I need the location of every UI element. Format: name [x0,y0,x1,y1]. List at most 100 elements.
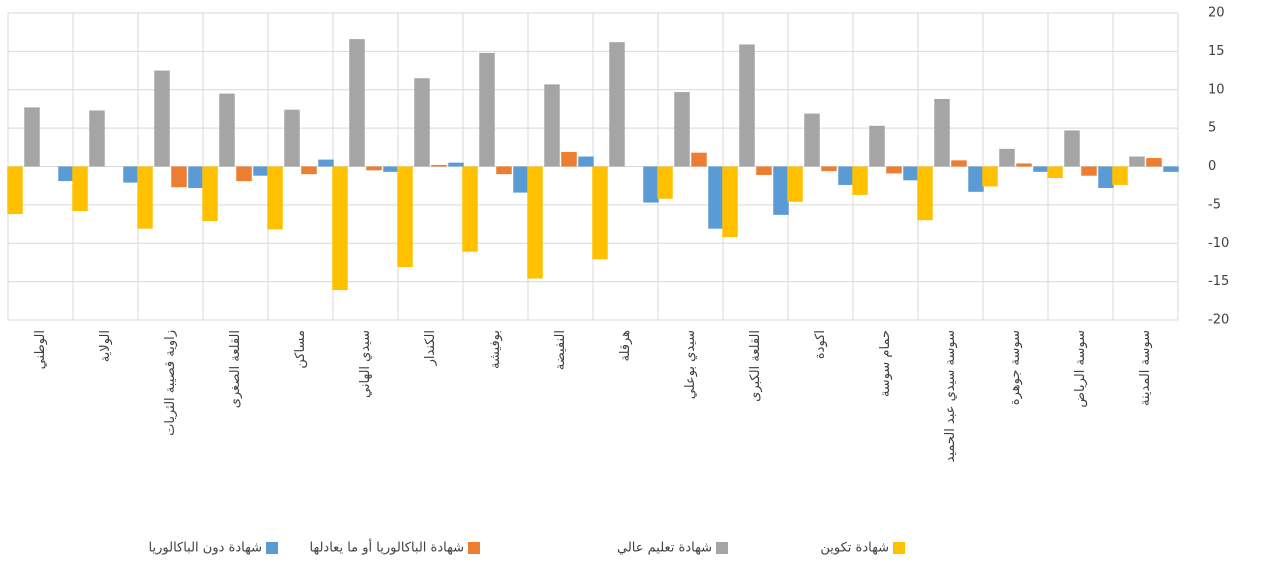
x-tick-label: سيدي بوعلي [683,330,698,399]
bar [1016,163,1032,167]
bar [592,166,608,260]
bar [951,160,967,167]
bar [188,166,204,188]
bar [787,166,803,202]
bar [301,166,317,175]
bar [137,166,153,229]
bar [123,166,139,183]
legend-swatch [893,542,905,554]
bar [349,39,365,167]
bar [496,166,512,175]
bar [1064,130,1080,167]
x-tick-label: سوسة سيدي عبد الحميد [943,330,958,462]
x-tick-label: القلعة الصغرى [228,330,243,408]
legend-label: شهادة الباكالوريا أو ما يعادلها [310,539,464,556]
bar [739,44,755,167]
y-tick-label: -15 [1208,274,1229,289]
bar [982,166,998,187]
x-tick-label: الكندار [423,330,438,366]
bar [708,166,724,229]
bar [657,166,673,199]
legend-label: شهادة تعليم عالي [617,541,712,556]
bar [1081,166,1097,176]
bar [691,152,707,167]
bar [544,84,560,167]
bar [397,166,413,268]
bar [609,42,625,167]
legend-label: شهادة تكوين [820,541,889,556]
bar [513,166,529,193]
bar [886,166,902,174]
bar [89,110,105,167]
y-tick-label: 10 [1208,82,1225,97]
bar [72,166,88,212]
x-tick-label: سوسة جوهرة [1008,330,1023,405]
x-tick-label: هرقلة [618,330,633,362]
bar [722,166,738,238]
legend-swatch [266,542,278,554]
x-tick-label: النفيضة [553,330,568,370]
bar [253,166,269,176]
bar [171,166,187,188]
bar [527,166,543,279]
bar [332,166,348,291]
bar [804,113,820,167]
bar [1163,166,1179,172]
bar [1047,166,1063,179]
bar [7,166,23,215]
bar [821,166,837,172]
bar [366,166,382,171]
y-tick-label: -5 [1208,197,1221,212]
bar [1112,166,1128,185]
bar [869,125,885,167]
bar [903,166,919,181]
bar [267,166,283,230]
y-tick-label: 20 [1208,6,1225,21]
x-tick-label: سوسة الرياض [1073,330,1088,408]
x-tick-label: سيدي الهاني [358,330,373,398]
bar [154,70,170,167]
bar [934,98,950,167]
y-tick-label: -20 [1208,313,1229,328]
bar [756,166,772,175]
bar [578,156,594,167]
x-tick-label: حمام سوسة [878,330,893,397]
bar [838,166,854,185]
bar [1033,166,1049,172]
x-tick-label: الوطني [33,330,48,369]
bar [462,166,478,252]
x-tick-label: سوسة المدينة [1138,330,1153,406]
bar [917,166,933,221]
bar [674,92,690,167]
y-tick-label: 15 [1208,44,1225,59]
bar [852,166,868,195]
bar [968,166,984,192]
bar [1129,156,1145,167]
bar [999,148,1015,167]
bar [58,166,74,182]
bar [284,109,300,167]
bar [24,107,40,167]
bar [773,166,789,215]
bar [236,166,252,182]
legend-swatch [468,542,480,554]
bar [383,166,399,172]
bar [414,78,430,167]
x-tick-label: بوفيشة [488,330,503,369]
x-tick-label: القلعة الكبرى [748,330,763,402]
x-tick-label: اكودة [813,330,828,359]
bar [202,166,218,221]
bar [1146,158,1162,167]
bar [448,162,464,167]
bar [318,159,334,167]
y-tick-label: -10 [1208,236,1229,251]
bar [561,151,577,167]
x-tick-label: مساكن [293,330,308,369]
bar [1098,166,1114,188]
y-tick-label: 5 [1208,121,1216,136]
bar [643,166,659,203]
bar [479,52,495,167]
legend-label: شهادة دون الباكالوريا [149,541,262,556]
x-tick-label: زاوية قصيبة الثريات [163,330,178,436]
